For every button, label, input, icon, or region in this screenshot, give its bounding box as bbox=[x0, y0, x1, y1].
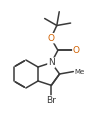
Text: O: O bbox=[73, 46, 80, 55]
Text: Me: Me bbox=[75, 69, 85, 75]
Text: Br: Br bbox=[46, 96, 56, 105]
Text: N: N bbox=[48, 58, 55, 67]
Text: O: O bbox=[47, 34, 54, 43]
